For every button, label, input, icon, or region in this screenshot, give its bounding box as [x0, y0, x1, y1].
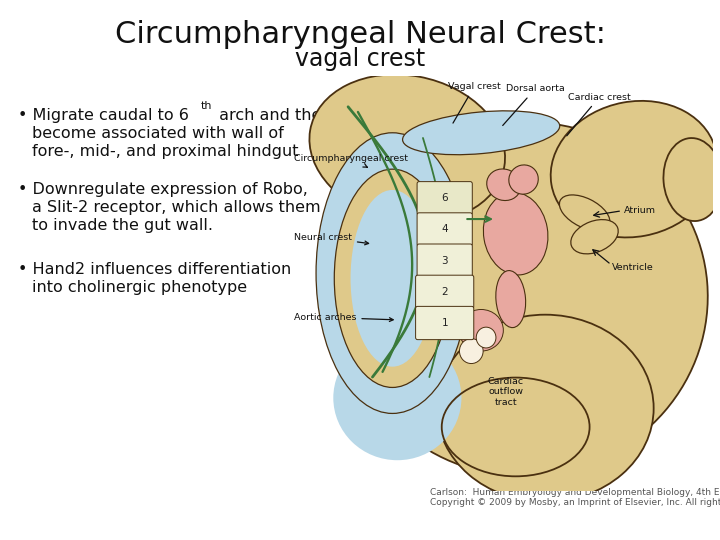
FancyBboxPatch shape — [415, 275, 474, 308]
Ellipse shape — [496, 271, 526, 328]
Ellipse shape — [459, 309, 503, 351]
Text: Vagal crest: Vagal crest — [448, 82, 500, 123]
Ellipse shape — [571, 220, 618, 254]
Text: a Slit-2 receptor, which allows them: a Slit-2 receptor, which allows them — [32, 200, 320, 215]
Text: Dorsal aorta: Dorsal aorta — [503, 84, 564, 125]
Text: Circumpharyngeal Neural Crest:: Circumpharyngeal Neural Crest: — [114, 20, 606, 49]
Ellipse shape — [663, 138, 720, 221]
Ellipse shape — [310, 75, 505, 222]
Text: 3: 3 — [441, 255, 448, 266]
Text: Atrium: Atrium — [624, 206, 656, 215]
Text: • Downregulate expression of Robo,: • Downregulate expression of Robo, — [18, 182, 308, 197]
Circle shape — [476, 327, 496, 348]
Ellipse shape — [483, 192, 548, 275]
Ellipse shape — [509, 165, 539, 194]
Text: fore-, mid-, and proximal hindgut: fore-, mid-, and proximal hindgut — [32, 144, 299, 159]
Ellipse shape — [316, 133, 469, 414]
Ellipse shape — [343, 122, 708, 476]
Text: into cholinergic phenotype: into cholinergic phenotype — [32, 280, 247, 295]
Text: Neural crest: Neural crest — [294, 233, 369, 245]
Text: Aortic arches: Aortic arches — [294, 313, 393, 322]
FancyBboxPatch shape — [417, 244, 472, 277]
Ellipse shape — [402, 111, 559, 155]
Text: Circumpharyngeal crest: Circumpharyngeal crest — [294, 154, 408, 167]
Text: 4: 4 — [441, 225, 448, 234]
Text: th: th — [201, 101, 212, 111]
Text: Cardiac crest: Cardiac crest — [567, 92, 631, 136]
Text: 1: 1 — [441, 318, 448, 328]
Text: 2: 2 — [441, 287, 448, 297]
Ellipse shape — [351, 190, 434, 367]
Text: Carlson:  Human Embryology and Developmental Biology, 4th Edition.: Carlson: Human Embryology and Developmen… — [430, 488, 720, 497]
Ellipse shape — [437, 315, 654, 502]
Ellipse shape — [333, 335, 462, 460]
Text: vagal crest: vagal crest — [295, 47, 425, 71]
Text: Cardiac
outflow
tract: Cardiac outflow tract — [487, 377, 524, 407]
Text: • Hand2 influences differentiation: • Hand2 influences differentiation — [18, 262, 292, 277]
Ellipse shape — [551, 101, 717, 238]
FancyBboxPatch shape — [417, 181, 472, 215]
Text: 6: 6 — [441, 193, 448, 203]
Text: Copyright © 2009 by Mosby, an Imprint of Elsevier, Inc. All rights reserved.: Copyright © 2009 by Mosby, an Imprint of… — [430, 498, 720, 507]
Text: to invade the gut wall.: to invade the gut wall. — [32, 218, 213, 233]
Ellipse shape — [334, 169, 451, 388]
FancyBboxPatch shape — [415, 306, 474, 340]
Ellipse shape — [487, 169, 521, 200]
FancyBboxPatch shape — [417, 213, 472, 246]
Circle shape — [459, 339, 483, 363]
Text: Ventricle: Ventricle — [612, 264, 654, 272]
Text: • Migrate caudal to 6: • Migrate caudal to 6 — [18, 108, 189, 123]
Text: become associated with wall of: become associated with wall of — [32, 126, 284, 141]
Text: arch and then: arch and then — [214, 108, 332, 123]
Ellipse shape — [559, 195, 610, 231]
